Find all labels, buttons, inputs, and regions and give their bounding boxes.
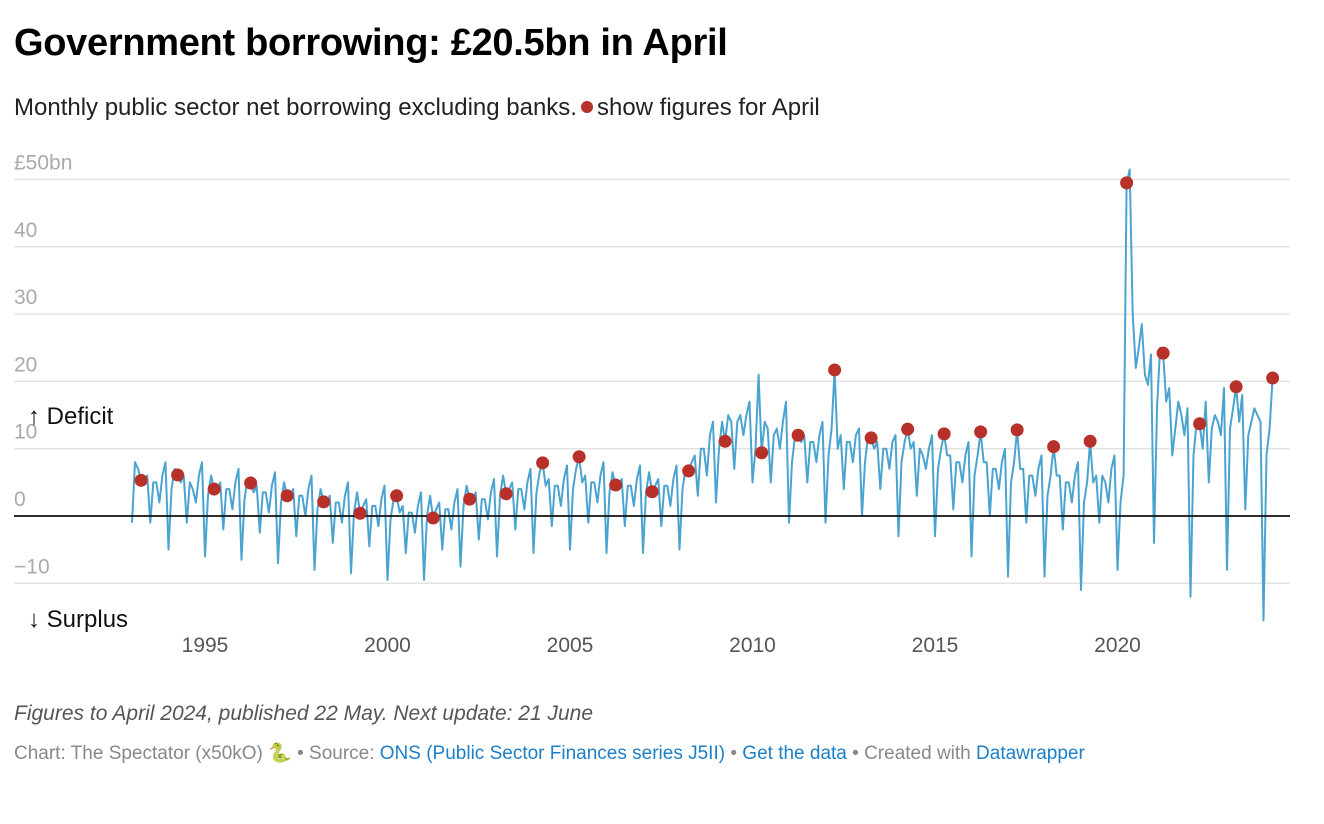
y-tick-label: 40 [14,219,37,242]
april-point [901,422,915,436]
april-point [1156,346,1170,360]
april-point [937,427,951,441]
april-point [426,511,440,525]
separator: • [725,743,743,764]
april-point [828,363,842,377]
april-point [1229,380,1243,394]
chart-source: Chart: The Spectator (x50kO) 🐍 • Source:… [14,741,1085,765]
chart-notes: Figures to April 2024, published 22 May.… [14,702,594,725]
april-point [682,464,696,478]
april-point [864,431,878,445]
april-point [1266,371,1280,385]
deficit-annotation: ↑ Deficit [28,403,114,430]
datawrapper-link[interactable]: Datawrapper [976,743,1085,764]
chart-title: Government borrowing: £20.5bn in April [14,22,728,64]
april-point [572,450,586,464]
y-tick-label: 20 [14,353,37,376]
april-point [1083,434,1097,448]
april-point [244,476,258,490]
get-data-link[interactable]: Get the data [742,743,847,764]
april-point [171,468,185,482]
april-point [1047,440,1061,454]
x-tick-label: 2000 [364,634,411,657]
legend-label: show figures for April [596,94,820,121]
chart-credit: Chart: The Spectator (x50kO) 🐍 [14,743,292,764]
april-point [1193,417,1207,431]
separator: • Created with [846,743,977,764]
subtitle-text: Monthly public sector net borrowing excl… [14,94,577,121]
april-point [1120,176,1134,190]
x-tick-label: 2005 [547,634,594,657]
chart-subtitle: Monthly public sector net borrowing excl… [14,94,820,122]
april-point [317,495,331,509]
april-point [1010,423,1024,437]
april-point [499,487,513,501]
surplus-annotation: ↓ Surplus [28,606,128,633]
april-point [791,428,805,442]
x-tick-label: 2010 [729,634,776,657]
separator: • Source: [291,743,380,764]
y-tick-label: 0 [14,488,26,511]
y-tick-label: 30 [14,286,37,309]
line-chart: −10 0 10 20 30 40 £50bn 1995 2000 2005 2010 2015 20… [14,152,1290,657]
x-tick-label: 2020 [1094,634,1141,657]
april-point [755,446,769,460]
april-point [207,482,221,496]
april-point [134,473,148,487]
y-tick-label: −10 [14,555,50,578]
april-point [390,489,404,503]
y-tick-label: £50bn [14,152,72,175]
legend-dot-icon [580,101,593,114]
source-link[interactable]: ONS (Public Sector Finances series J5II) [379,743,726,764]
april-point [463,492,477,506]
april-point [353,506,367,520]
april-point [645,485,659,499]
april-point [536,456,550,470]
x-tick-label: 1995 [182,634,229,657]
april-point [280,489,294,503]
april-point [974,425,988,439]
y-tick-label: 10 [14,421,37,444]
april-point [609,478,623,492]
series-line [131,168,1274,622]
x-tick-label: 2015 [912,634,959,657]
april-point [718,434,732,448]
